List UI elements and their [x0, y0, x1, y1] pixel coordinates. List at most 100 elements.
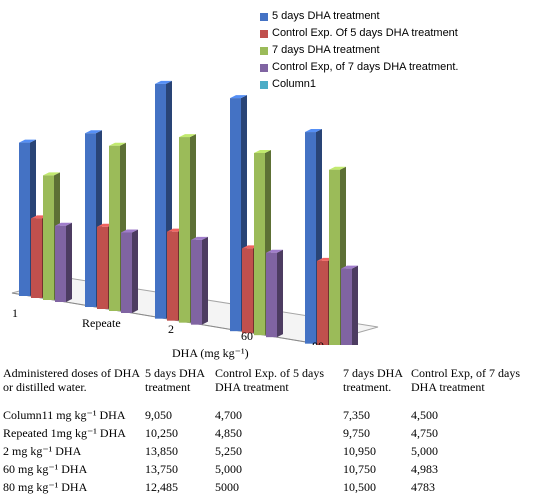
legend-swatch-cyan — [260, 80, 268, 89]
legend-swatch-green — [260, 46, 268, 55]
table-header-cell: Administered doses of DHA or distilled w… — [3, 366, 140, 394]
table-cell: Repeated 1mg kg⁻¹ DHA — [3, 426, 126, 440]
bar-top — [121, 229, 138, 233]
bar — [85, 133, 96, 308]
bar — [43, 175, 54, 301]
bar-top — [85, 130, 102, 134]
table-cell: 10,250 — [145, 426, 178, 440]
bar-top — [230, 95, 247, 99]
table-cell: 4,750 — [411, 426, 438, 440]
legend-label: Control Exp. Of 5 days DHA treatment — [272, 27, 458, 39]
table-row: Repeated 1mg kg⁻¹ DHA 10,250 4,850 9,750… — [3, 424, 543, 442]
legend-label: Control Exp, of 7 days DHA treatment. — [272, 61, 459, 73]
table-cell: Column11 mg kg⁻¹ DHA — [3, 408, 126, 422]
x-axis-label: DHA (mg kg⁻¹) — [172, 346, 249, 360]
bar-top — [109, 142, 126, 146]
table-cell: 10,750 — [343, 462, 376, 476]
table-row: 80 mg kg⁻¹ DHA 12,485 5000 10,500 4783 — [3, 478, 543, 496]
x-tick-label: 80 — [312, 339, 324, 345]
bar — [179, 137, 190, 323]
bar-top — [341, 265, 358, 269]
bar — [254, 152, 265, 336]
table-cell: 4783 — [411, 480, 435, 494]
legend-item-5: Column1 — [260, 76, 458, 93]
bar — [121, 232, 132, 314]
x-tick-label: 2 — [168, 322, 174, 336]
bar — [97, 226, 108, 310]
bar-side — [66, 222, 72, 303]
bar-top — [19, 139, 36, 143]
table-cell: 12,485 — [145, 480, 178, 494]
bar-side — [277, 249, 283, 338]
bar-chart: 1 Repeate 2 60 80 — [11, 80, 379, 345]
table-cell: 2 mg kg⁻¹ DHA — [3, 444, 82, 458]
table-cell: 5,250 — [215, 444, 242, 458]
bar — [55, 225, 66, 303]
table-row: Column11 mg kg⁻¹ DHA 9,050 4,700 7,350 4… — [3, 406, 543, 424]
bar-top — [329, 166, 346, 170]
bar — [305, 132, 316, 344]
legend-swatch-red — [260, 29, 268, 38]
legend-item-3: 7 days DHA treatment — [260, 42, 458, 59]
legend-label: Column1 — [272, 78, 317, 90]
legend-label: 5 days DHA treatment — [272, 10, 380, 22]
data-table: Administered doses of DHA or distilled w… — [3, 366, 543, 496]
bar-side — [352, 265, 358, 345]
bar-top — [155, 80, 172, 84]
bar — [329, 169, 340, 345]
table-header-row: Administered doses of DHA or distilled w… — [3, 366, 543, 406]
table-cell: 9,750 — [343, 426, 370, 440]
bar — [19, 142, 30, 296]
legend-item-4: Control Exp, of 7 days DHA treatment. — [260, 59, 458, 76]
bar-side — [132, 229, 138, 314]
bar-top — [266, 249, 283, 253]
bar — [317, 260, 328, 345]
x-tick-label: 60 — [241, 329, 253, 343]
table-cell: 13,850 — [145, 444, 178, 458]
bar — [266, 252, 277, 338]
bar — [167, 231, 178, 321]
bar — [191, 239, 202, 325]
bar — [31, 218, 42, 299]
table-cell: 5,000 — [215, 462, 242, 476]
table-header-cell: Control Exp, of 7 days DHA treatment — [411, 366, 520, 394]
table-header-cell: 7 days DHA treatment. — [343, 366, 403, 394]
table-header-cell: 5 days DHA treatment — [145, 366, 205, 394]
table-header-cell: Control Exp. of 5 days DHA treatment — [215, 366, 324, 394]
bar-top — [55, 222, 72, 226]
bar-side — [202, 236, 208, 325]
bar-top — [43, 172, 60, 176]
legend-label: 7 days DHA treatment — [272, 44, 380, 56]
table-cell: 9,050 — [145, 408, 172, 422]
bar-top — [254, 149, 271, 153]
table-cell: 10,950 — [343, 444, 376, 458]
table-cell: 7,350 — [343, 408, 370, 422]
table-cell: 13,750 — [145, 462, 178, 476]
table-row: 2 mg kg⁻¹ DHA 13,850 5,250 10,950 5,000 — [3, 442, 543, 460]
table-row: 60 mg kg⁻¹ DHA 13,750 5,000 10,750 4,983 — [3, 460, 543, 478]
legend-item-2: Control Exp. Of 5 days DHA treatment — [260, 25, 458, 42]
x-tick-label: Repeate — [82, 316, 121, 330]
table-cell: 80 mg kg⁻¹ DHA — [3, 480, 88, 494]
table-cell: 10,500 — [343, 480, 376, 494]
bar — [230, 98, 241, 332]
legend-swatch-blue — [260, 12, 268, 21]
bar-top — [305, 129, 322, 133]
bar — [155, 83, 166, 319]
table-cell: 4,983 — [411, 462, 438, 476]
chart-legend: 5 days DHA treatment Control Exp. Of 5 d… — [260, 8, 458, 93]
table-cell: 5,000 — [411, 444, 438, 458]
bar — [242, 248, 253, 334]
legend-item-1: 5 days DHA treatment — [260, 8, 458, 25]
bar — [341, 268, 352, 345]
table-cell: 4,700 — [215, 408, 242, 422]
table-cell: 4,850 — [215, 426, 242, 440]
table-cell: 60 mg kg⁻¹ DHA — [3, 462, 88, 476]
bar-top — [179, 134, 196, 138]
table-cell: 4,500 — [411, 408, 438, 422]
x-tick-label: 1 — [12, 306, 18, 320]
legend-swatch-purple — [260, 63, 268, 72]
bar-top — [191, 236, 208, 240]
bar — [109, 145, 120, 312]
table-cell: 5000 — [215, 480, 239, 494]
